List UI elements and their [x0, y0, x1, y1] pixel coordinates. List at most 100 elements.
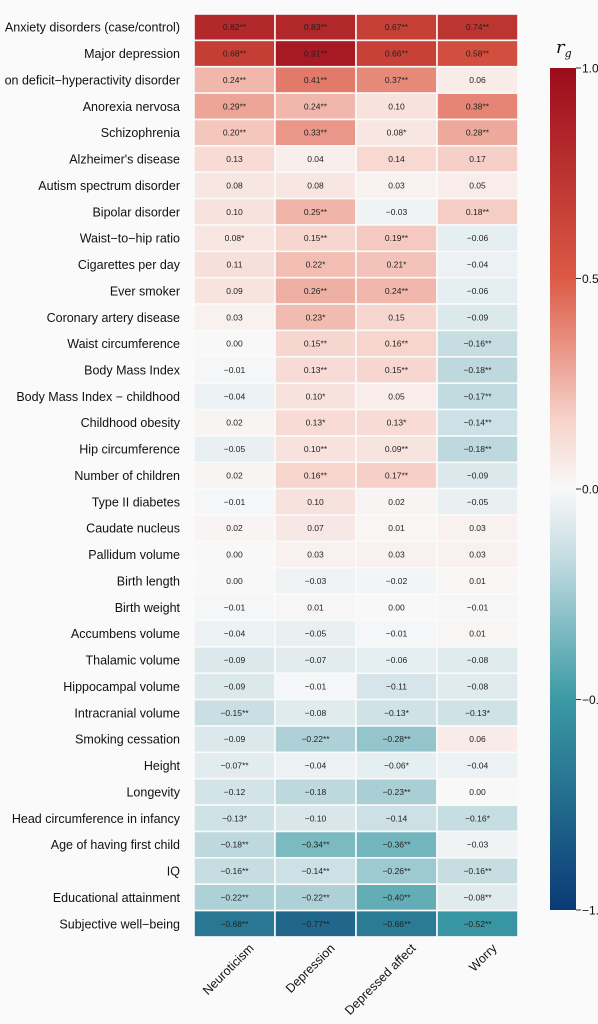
cell-value-label: 0.29**	[223, 101, 247, 111]
heatmap-cell	[193, 646, 276, 675]
heatmap-cell	[436, 118, 519, 147]
cell-value-label: 0.03	[388, 180, 405, 190]
cell-value-label: −0.12	[224, 787, 246, 797]
cell-value-label: −0.04	[467, 761, 489, 771]
color-legend: rg 1.0 0.5 0.0 −0. −1.	[550, 37, 598, 918]
heatmap-cell	[274, 909, 357, 938]
heatmap-cell	[436, 435, 519, 464]
heatmap-cell	[436, 303, 519, 332]
cell-value-label: −0.08**	[463, 892, 492, 902]
cell-value-label: −0.13*	[465, 708, 491, 718]
heatmap-cell	[193, 145, 276, 174]
heatmap-cell	[436, 461, 519, 490]
heatmap-cell	[274, 145, 357, 174]
heatmap-cell	[436, 698, 519, 727]
cell-value-label: 0.09**	[385, 444, 409, 454]
cell-value-label: −0.03	[305, 576, 327, 586]
heatmap-cell	[274, 487, 357, 516]
cell-value-label: −0.06	[467, 233, 489, 243]
heatmap-cell	[355, 830, 438, 859]
cell-value-label: −0.14**	[463, 418, 492, 428]
legend-tick-label: 0.0	[582, 483, 598, 497]
heatmap-cell	[193, 593, 276, 622]
cell-value-label: −0.52**	[463, 919, 492, 929]
cell-value-label: −0.09	[224, 734, 246, 744]
cell-value-label: −0.09	[224, 655, 246, 665]
cell-value-label: 0.08	[307, 180, 324, 190]
row-label: Hippocampal volume	[63, 680, 180, 694]
row-label: Longevity	[126, 785, 180, 799]
cell-value-label: −0.10	[305, 813, 327, 823]
row-label: Anorexia nervosa	[83, 100, 180, 114]
cell-value-label: −0.22**	[301, 734, 330, 744]
heatmap-cell	[355, 751, 438, 780]
legend-tick-label: −1.	[582, 904, 598, 918]
cell-value-label: 0.00	[226, 339, 243, 349]
cell-value-label: −0.23**	[382, 787, 411, 797]
heatmap-cell	[436, 566, 519, 595]
cell-value-label: 0.00	[226, 576, 243, 586]
cell-value-label: 0.25**	[304, 207, 328, 217]
cell-value-label: 0.16**	[304, 470, 328, 480]
cell-value-label: −0.01	[305, 681, 327, 691]
heatmap-cell	[193, 857, 276, 886]
cell-value-label: 0.15**	[385, 365, 409, 375]
heatmap-cell	[436, 830, 519, 859]
cell-value-label: 0.08	[226, 180, 243, 190]
cell-value-label: 0.05	[388, 391, 405, 401]
heatmap-cell	[355, 118, 438, 147]
column-label: Neuroticism	[200, 941, 257, 998]
cell-value-label: −0.34**	[301, 840, 330, 850]
legend-title: rg	[556, 37, 572, 60]
row-label: Pallidum volume	[88, 548, 180, 562]
cell-value-label: −0.04	[305, 761, 327, 771]
row-label: Waist−to−hip ratio	[80, 232, 180, 246]
cell-value-label: 0.33**	[304, 128, 328, 138]
cell-value-label: −0.09	[467, 470, 489, 480]
cell-value-label: 0.00	[469, 787, 486, 797]
cell-value-label: 0.15	[388, 312, 405, 322]
heatmap-cell	[274, 672, 357, 701]
heatmap-cell	[193, 909, 276, 938]
cell-value-label: 0.15**	[304, 233, 328, 243]
cell-value-label: −0.13*	[222, 813, 248, 823]
cell-value-label: 0.01	[469, 576, 486, 586]
cell-value-label: 0.13**	[304, 365, 328, 375]
cell-value-label: 0.20**	[223, 128, 247, 138]
cell-value-label: 0.19**	[385, 233, 409, 243]
heatmap-cell	[193, 566, 276, 595]
cell-value-label: −0.08	[305, 708, 327, 718]
cell-value-label: 0.03	[469, 550, 486, 560]
heatmap-cell	[355, 487, 438, 516]
cell-value-label: −0.16**	[463, 866, 492, 876]
legend-ticks: 1.0 0.5 0.0 −0. −1.	[576, 62, 598, 918]
cell-value-label: −0.05	[224, 444, 246, 454]
row-label: IQ	[167, 865, 180, 879]
heatmap-cell	[274, 65, 357, 94]
cell-value-label: 0.18**	[466, 207, 490, 217]
legend-tick-label: 1.0	[582, 62, 598, 76]
row-label: Head circumference in infancy	[12, 812, 181, 826]
heatmap-cell	[355, 646, 438, 675]
cell-value-label: 0.07	[307, 523, 324, 533]
cell-value-label: 0.06	[469, 75, 486, 85]
row-label: Educational attainment	[53, 891, 181, 905]
row-label: Ever smoker	[110, 284, 180, 298]
cell-value-label: −0.07	[305, 655, 327, 665]
row-label: Coronary artery disease	[47, 311, 180, 325]
heatmap-cell	[436, 646, 519, 675]
cell-value-label: −0.18**	[463, 365, 492, 375]
cell-value-label: 0.26**	[304, 286, 328, 296]
heatmap-cell	[274, 329, 357, 358]
cell-value-label: −0.04	[467, 260, 489, 270]
row-label: Number of children	[74, 469, 180, 483]
heatmap-cell	[355, 382, 438, 411]
heatmap-cell	[355, 514, 438, 543]
cell-value-label: 0.10	[307, 497, 324, 507]
row-label: Childhood obesity	[81, 416, 181, 430]
cell-value-label: −0.28**	[382, 734, 411, 744]
cell-value-label: −0.16**	[220, 866, 249, 876]
cell-value-label: 0.22*	[306, 260, 327, 270]
heatmap-cell	[436, 408, 519, 437]
